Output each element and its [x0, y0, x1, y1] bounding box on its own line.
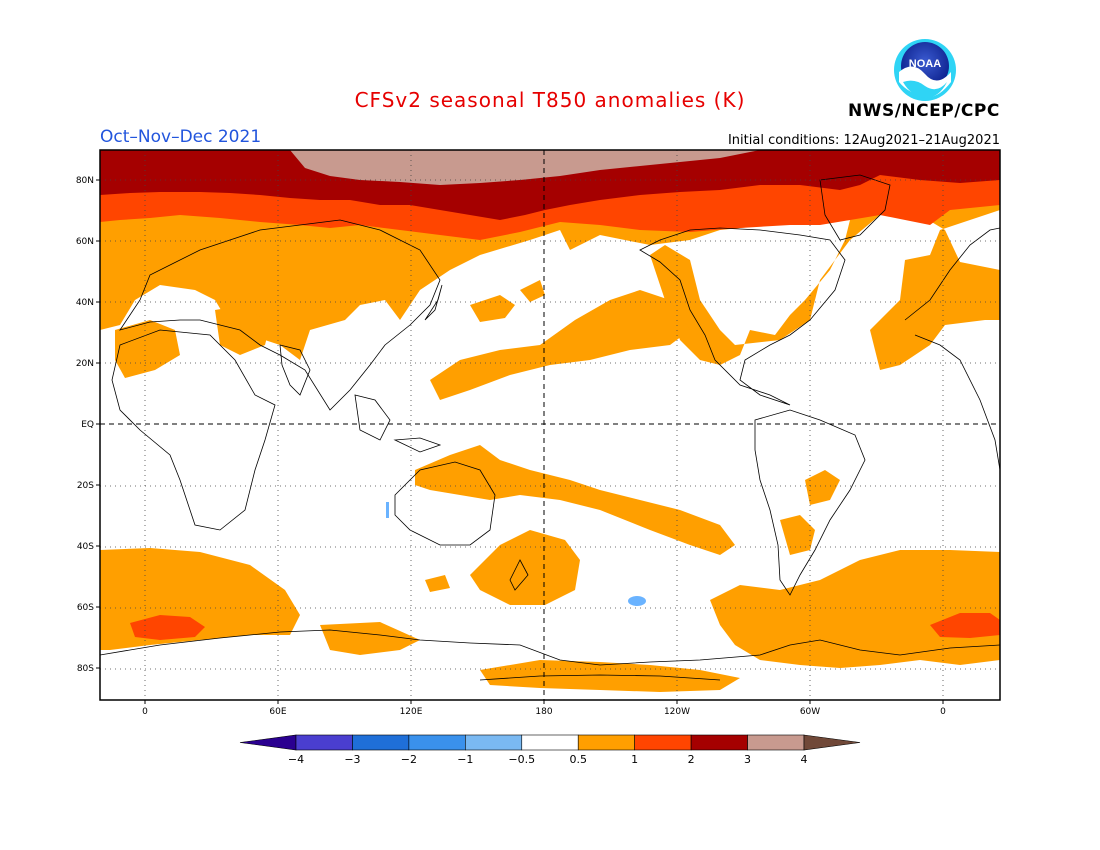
lat-label: 60N — [76, 237, 94, 247]
legend-tick-label: −3 — [344, 753, 360, 766]
legend-tick-label: −1 — [457, 753, 473, 766]
lon-label: 60W — [800, 707, 820, 717]
legend-tick-label: 3 — [744, 753, 751, 766]
legend-swatch — [352, 734, 410, 751]
lat-label: 40N — [76, 298, 94, 308]
noaa-logo-text: NOAA — [909, 58, 941, 70]
anomaly-neg-0.5-1-regions — [386, 502, 646, 606]
legend-swatch — [239, 734, 297, 751]
legend-swatch — [690, 734, 748, 751]
latitude-labels: 80N 60N 40N 20N EQ 20S 40S 60S 80S — [76, 176, 100, 674]
lat-label: 80N — [76, 176, 94, 186]
anomaly-3-4-regions — [290, 150, 760, 185]
lat-label: 80S — [77, 664, 94, 674]
lat-label: EQ — [81, 420, 94, 430]
legend-tick-label: 1 — [631, 753, 638, 766]
agency-label: NWS/NCEP/CPC — [848, 101, 1000, 121]
lon-label: 60E — [269, 707, 286, 717]
legend-swatch — [747, 734, 805, 751]
reference-lines — [100, 150, 1000, 700]
legend-tick-label: −4 — [288, 753, 304, 766]
legend-tick-label: 0.5 — [569, 753, 587, 766]
legend-swatch — [295, 734, 353, 751]
longitude-labels: 0 60E 120E 180 120W 60W 0 — [142, 700, 946, 717]
coastlines — [100, 174, 1000, 681]
legend-swatch — [465, 734, 523, 751]
noaa-logo: NOAA — [894, 39, 956, 101]
lat-label: 40S — [77, 542, 94, 552]
lat-label: 20S — [77, 481, 94, 491]
lon-label: 120W — [664, 707, 690, 717]
legend-swatch — [803, 734, 861, 751]
lat-label: 20N — [76, 359, 94, 369]
map-frame — [99, 149, 1001, 701]
legend-tick-label: 2 — [688, 753, 695, 766]
legend-swatch — [521, 734, 579, 751]
legend-swatch — [634, 734, 692, 751]
legend-tick-labels: −4 −3 −2 −1 −0.5 0.5 1 2 3 4 — [288, 753, 808, 766]
legend-tick-label: 4 — [801, 753, 808, 766]
legend-swatch — [577, 734, 635, 751]
forecast-period: Oct–Nov–Dec 2021 — [100, 127, 262, 147]
lat-label: 60S — [77, 603, 94, 613]
graticule — [100, 150, 1000, 700]
legend-swatch — [408, 734, 466, 751]
legend-tick-label: −2 — [401, 753, 417, 766]
initial-conditions: Initial conditions: 12Aug2021–21Aug2021 — [727, 133, 1000, 148]
legend-swatches — [239, 734, 861, 751]
lon-label: 0 — [142, 707, 148, 717]
map-title: CFSv2 seasonal T850 anomalies (K) — [354, 88, 746, 112]
lon-label: 180 — [535, 707, 552, 717]
lon-label: 120E — [400, 707, 423, 717]
legend-tick-label: −0.5 — [508, 753, 535, 766]
lon-label: 0 — [940, 707, 946, 717]
